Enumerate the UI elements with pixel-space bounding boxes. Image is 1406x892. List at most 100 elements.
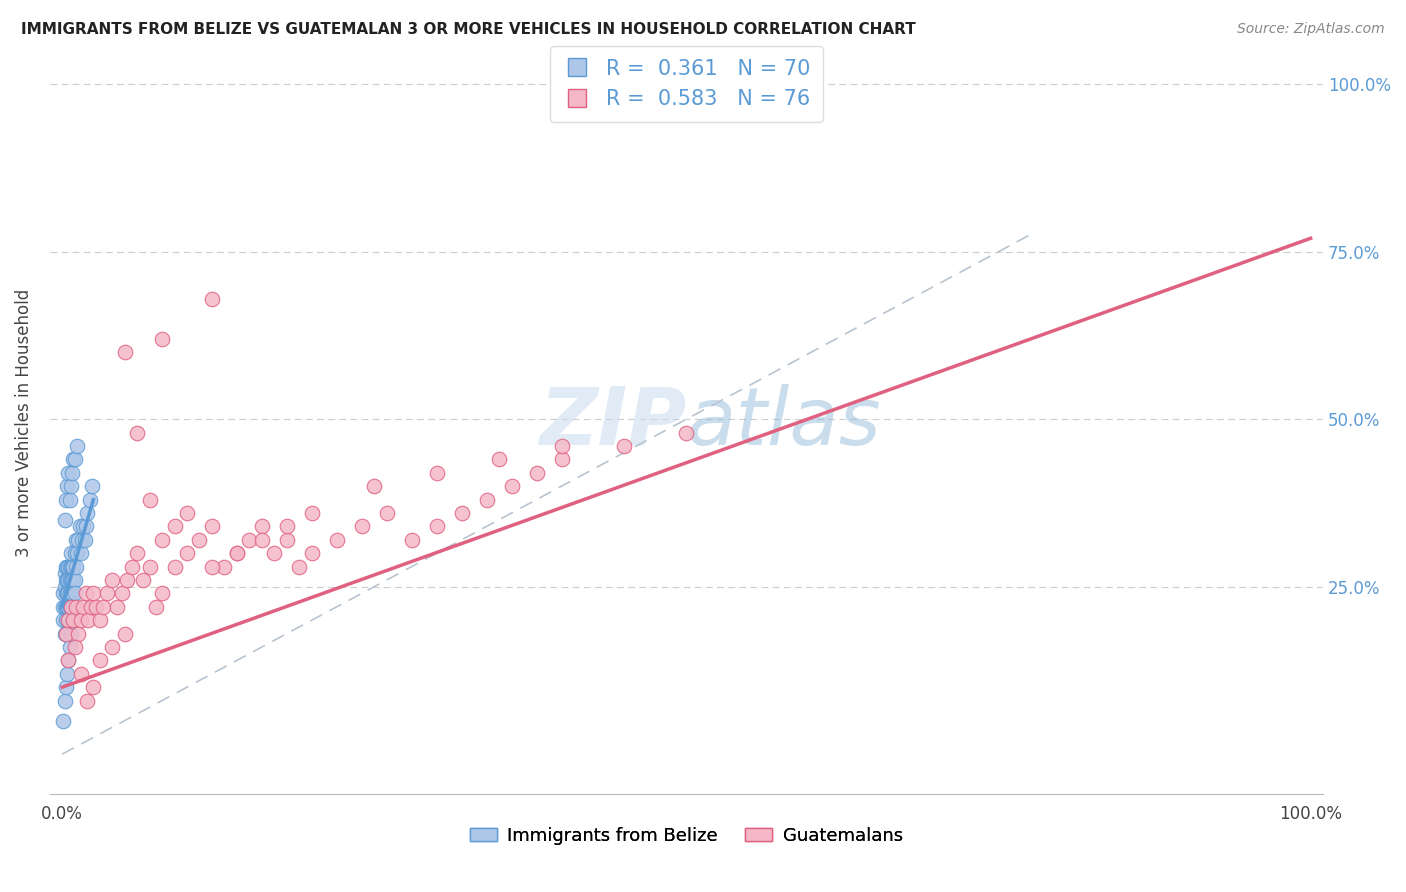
Point <box>63 573 86 587</box>
Point <box>150 586 173 600</box>
Point <box>250 519 273 533</box>
Point <box>56 479 79 493</box>
Point <box>55 613 77 627</box>
Point <box>65 599 87 614</box>
Point <box>488 452 510 467</box>
Point <box>59 492 82 507</box>
Point <box>145 599 167 614</box>
Point <box>188 533 211 547</box>
Point <box>59 479 82 493</box>
Point <box>58 613 80 627</box>
Point <box>62 573 84 587</box>
Point <box>75 519 97 533</box>
Point <box>201 559 224 574</box>
Point <box>96 586 118 600</box>
Point <box>58 559 80 574</box>
Point <box>70 533 93 547</box>
Point <box>115 573 138 587</box>
Point <box>72 599 94 614</box>
Point <box>105 599 128 614</box>
Point <box>53 580 76 594</box>
Point <box>214 559 236 574</box>
Point <box>53 566 76 581</box>
Point <box>132 573 155 587</box>
Point <box>675 425 697 440</box>
Point <box>84 599 107 614</box>
Point <box>63 586 86 600</box>
Point <box>59 586 82 600</box>
Y-axis label: 3 or more Vehicles in Household: 3 or more Vehicles in Household <box>15 288 32 557</box>
Point <box>53 626 76 640</box>
Point <box>60 586 83 600</box>
Point <box>550 452 572 467</box>
Point <box>53 513 76 527</box>
Text: atlas: atlas <box>686 384 882 461</box>
Point <box>93 599 115 614</box>
Point <box>82 586 104 600</box>
Point <box>59 640 82 654</box>
Point <box>56 559 79 574</box>
Point <box>53 693 76 707</box>
Point <box>89 613 111 627</box>
Point <box>60 559 83 574</box>
Point <box>226 546 249 560</box>
Point <box>60 573 83 587</box>
Point <box>76 693 98 707</box>
Point <box>550 439 572 453</box>
Point <box>226 546 249 560</box>
Point <box>125 546 148 560</box>
Point <box>55 680 77 694</box>
Point <box>70 613 93 627</box>
Point <box>55 626 77 640</box>
Point <box>150 533 173 547</box>
Point <box>63 546 86 560</box>
Point <box>60 466 83 480</box>
Point <box>58 466 80 480</box>
Point <box>238 533 260 547</box>
Point <box>56 599 79 614</box>
Point <box>613 439 636 453</box>
Point <box>59 559 82 574</box>
Point <box>55 599 77 614</box>
Text: IMMIGRANTS FROM BELIZE VS GUATEMALAN 3 OR MORE VEHICLES IN HOUSEHOLD CORRELATION: IMMIGRANTS FROM BELIZE VS GUATEMALAN 3 O… <box>21 22 915 37</box>
Point <box>501 479 523 493</box>
Point <box>150 332 173 346</box>
Point <box>276 519 298 533</box>
Point <box>250 533 273 547</box>
Point <box>56 573 79 587</box>
Point <box>79 492 101 507</box>
Point <box>69 519 91 533</box>
Point <box>288 559 311 574</box>
Point <box>82 479 104 493</box>
Point <box>121 559 143 574</box>
Point <box>55 586 77 600</box>
Point <box>56 666 79 681</box>
Point <box>65 533 87 547</box>
Point <box>55 492 77 507</box>
Point <box>163 559 186 574</box>
Point <box>77 613 100 627</box>
Point <box>62 452 84 467</box>
Point <box>176 546 198 560</box>
Point <box>66 546 89 560</box>
Point <box>125 425 148 440</box>
Point <box>55 573 77 587</box>
Point <box>76 506 98 520</box>
Point <box>58 613 80 627</box>
Point <box>59 586 82 600</box>
Point <box>59 599 82 614</box>
Point <box>55 559 77 574</box>
Point <box>111 586 134 600</box>
Point <box>800 77 823 91</box>
Point <box>58 586 80 600</box>
Point <box>59 599 82 614</box>
Text: Source: ZipAtlas.com: Source: ZipAtlas.com <box>1237 22 1385 37</box>
Point <box>59 559 82 574</box>
Text: ZIP: ZIP <box>538 384 686 461</box>
Point <box>52 714 75 728</box>
Point <box>66 439 89 453</box>
Point <box>276 533 298 547</box>
Point <box>53 599 76 614</box>
Point <box>52 613 75 627</box>
Point <box>426 519 449 533</box>
